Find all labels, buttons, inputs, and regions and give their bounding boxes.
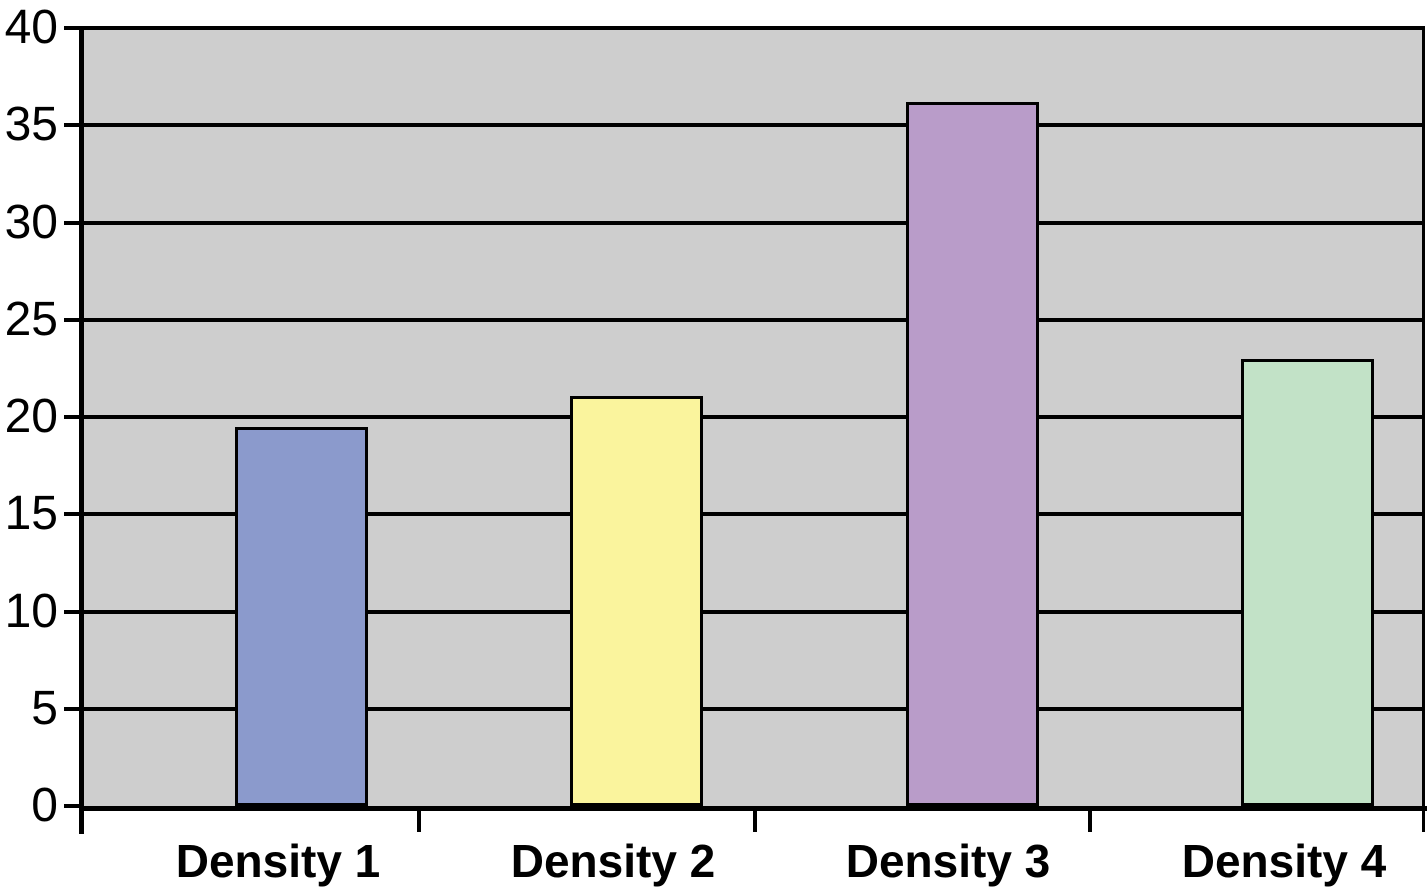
- y-axis-tick: [64, 706, 84, 711]
- y-axis-tick-label: 0: [31, 779, 58, 832]
- y-axis-tick-label: 35: [4, 98, 58, 152]
- y-axis-tick: [64, 804, 84, 808]
- y-axis-tick-label: 40: [4, 1, 58, 54]
- bar-2: [570, 396, 703, 806]
- plot-right-border: [1422, 28, 1425, 832]
- x-axis-category-label: Density 2: [510, 835, 716, 887]
- y-gridline: [84, 609, 1425, 614]
- y-gridline: [84, 123, 1425, 128]
- x-axis-category-label: Density 1: [175, 835, 381, 887]
- y-gridline: [84, 706, 1425, 711]
- x-axis-tick: [1088, 806, 1092, 832]
- x-axis-category-label: Density 4: [1181, 835, 1387, 887]
- y-axis-tick: [64, 415, 84, 419]
- bar-1: [235, 427, 368, 806]
- bar-4: [1241, 359, 1374, 806]
- y-axis-tick: [64, 220, 84, 225]
- y-axis-tick-label: 30: [4, 195, 58, 249]
- y-gridline: [84, 415, 1425, 419]
- y-gridline: [84, 26, 1425, 30]
- bar-3: [906, 102, 1039, 806]
- x-axis-category-label: Density 3: [845, 835, 1051, 887]
- y-axis-tick: [64, 317, 84, 322]
- y-axis-tick-label: 15: [4, 487, 58, 541]
- y-axis-tick-label: 10: [4, 584, 58, 638]
- y-axis-tick-label: 5: [31, 681, 58, 735]
- x-axis-tick: [753, 806, 757, 832]
- y-axis-tick: [64, 123, 84, 128]
- y-axis-tick-label: 20: [4, 390, 58, 443]
- y-gridline: [84, 220, 1425, 225]
- y-axis-tick: [64, 512, 84, 517]
- y-axis-tick-label: 25: [4, 292, 58, 346]
- x-axis-line: [79, 806, 1427, 811]
- y-axis-line: [79, 26, 84, 834]
- y-gridline: [84, 317, 1425, 322]
- x-axis-tick: [417, 806, 421, 832]
- y-gridline: [84, 512, 1425, 517]
- y-axis-tick: [64, 609, 84, 614]
- y-axis-tick: [64, 26, 84, 30]
